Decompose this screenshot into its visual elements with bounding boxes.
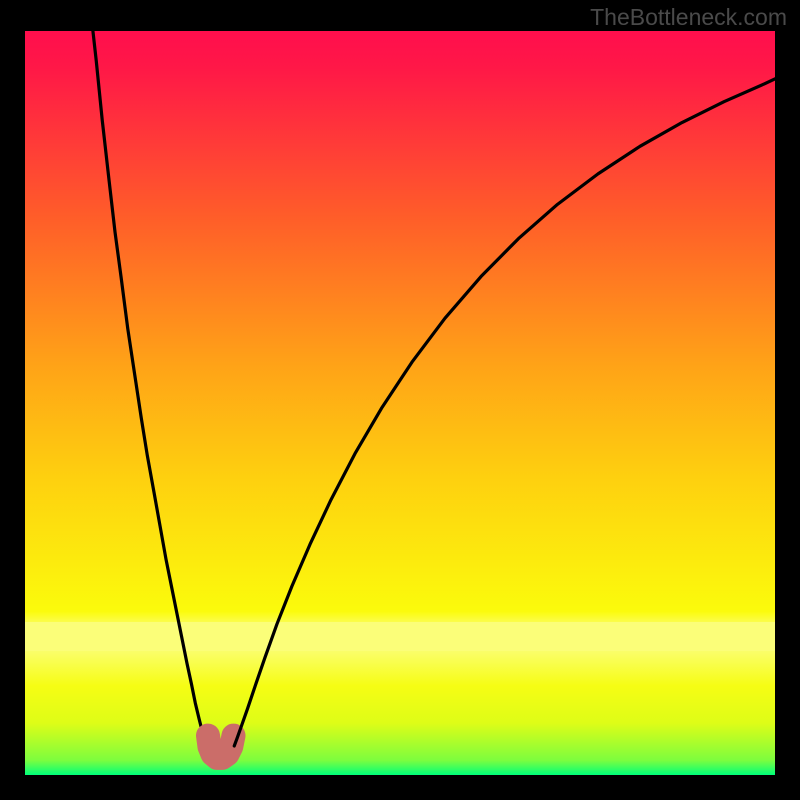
left-descending-curve <box>93 31 208 746</box>
plot-area <box>25 31 775 775</box>
watermark-text: TheBottleneck.com <box>590 4 787 31</box>
curve-layer <box>25 31 775 775</box>
right-ascending-curve <box>234 77 775 746</box>
chart-root: { "canvas": { "width": 800, "height": 80… <box>0 0 800 800</box>
trough-u-marker <box>208 736 234 758</box>
